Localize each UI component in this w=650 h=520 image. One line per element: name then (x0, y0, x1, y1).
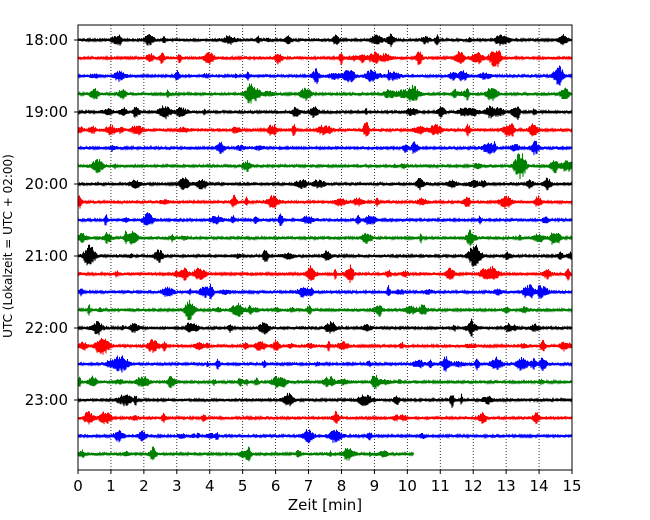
seismogram-trace (77, 140, 573, 156)
seismogram-trace (77, 244, 573, 268)
seismogram-trace (77, 122, 573, 137)
x-tick-label: 15 (562, 477, 581, 495)
seismogram-trace (77, 212, 573, 227)
y-tick-label: 18:00 (25, 31, 68, 49)
x-tick-label: 14 (530, 477, 549, 495)
seismogram-trace (77, 153, 573, 180)
seismogram-trace (77, 177, 573, 191)
x-tick-label: 7 (304, 477, 314, 495)
y-tick-label: 22:00 (25, 319, 68, 337)
x-tick-label: 13 (497, 477, 516, 495)
x-tick-label: 4 (205, 477, 215, 495)
seismogram-trace (77, 194, 573, 210)
x-tick-label: 6 (271, 477, 281, 495)
seismogram-trace (77, 50, 573, 68)
seismogram-trace (77, 264, 573, 283)
x-tick-label: 2 (139, 477, 149, 495)
seismogram-trace (77, 83, 573, 104)
seismogram-trace (77, 355, 573, 373)
seismogram-trace (77, 299, 573, 321)
y-tick-label: 19:00 (25, 103, 68, 121)
x-tick-label: 1 (106, 477, 116, 495)
y-tick-label: 23:00 (25, 391, 68, 409)
y-tick-label: 21:00 (25, 247, 68, 265)
seismogram-trace (77, 65, 573, 86)
y-axis-label: UTC (Lokalzeit = UTC + 02:00) (1, 154, 15, 338)
y-tick-label: 20:00 (25, 175, 68, 193)
seismogram-trace (77, 446, 414, 462)
x-tick-label: 8 (337, 477, 347, 495)
x-tick-label: 11 (431, 477, 450, 495)
x-tick-label: 12 (464, 477, 483, 495)
y-axis-ticks: 18:00 19:00 20:00 21:00 22:00 23:00 (25, 31, 78, 409)
seismogram-trace (77, 33, 573, 48)
seismogram-trace (77, 283, 573, 300)
x-tick-label: 5 (238, 477, 248, 495)
x-tick-label: 9 (370, 477, 380, 495)
seismogram-trace (77, 392, 573, 408)
seismogram-trace (77, 105, 573, 121)
x-tick-label: 3 (172, 477, 182, 495)
seismogram-trace (77, 374, 573, 389)
seismogram-traces (77, 33, 573, 462)
seismogram-trace (77, 410, 573, 425)
seismogram-trace (77, 337, 573, 355)
x-tick-label: 0 (73, 477, 83, 495)
x-axis-label: Zeit [min] (288, 496, 362, 514)
seismogram-trace (77, 318, 573, 337)
seismogram-trace (77, 229, 573, 246)
plot-frame (77, 24, 573, 471)
seismogram-trace (77, 429, 573, 444)
x-axis-ticks: 0 1 2 3 4 5 6 7 8 9 10 11 12 13 14 15 (73, 470, 582, 495)
x-tick-label: 10 (398, 477, 417, 495)
